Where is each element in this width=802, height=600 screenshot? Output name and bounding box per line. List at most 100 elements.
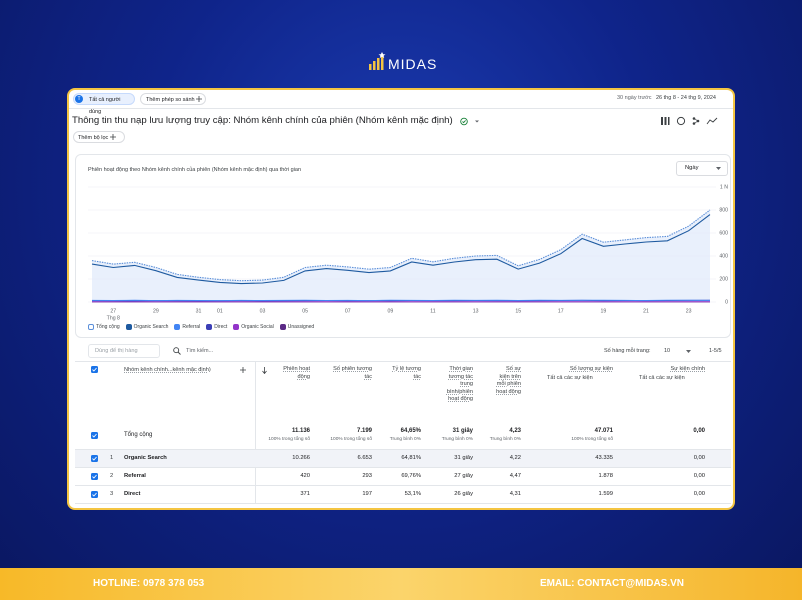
cell: 0,00 xyxy=(693,491,705,497)
date-range[interactable]: 26 thg 8 - 24 thg 9, 2024 xyxy=(656,95,716,101)
row-divider xyxy=(75,485,731,486)
chart: 0 200 400 600 800 1 N 27 29 31 01 03 05 07 09 11 13 15 17… xyxy=(88,184,728,321)
cell: 0,00 xyxy=(693,473,705,479)
compare: Thêm phép so sánh xyxy=(146,97,195,103)
check xyxy=(92,474,97,479)
date-preset[interactable]: 30 ngày trước xyxy=(617,95,652,101)
rows-input[interactable]: Dùng để thị hàng xyxy=(88,344,160,358)
x-tick-label: 11 xyxy=(430,308,435,314)
plus-icon xyxy=(240,367,246,373)
legend-item: Tổng cộng xyxy=(88,323,120,331)
audience: Tất cả người dùng xyxy=(89,97,121,115)
legend-label: Organic Social xyxy=(241,324,274,330)
x-tick-label: 07 xyxy=(345,308,351,314)
legend-item: Referral xyxy=(174,323,200,331)
toolbar-icons[interactable] xyxy=(660,116,720,126)
total-value: 31 giây xyxy=(452,428,473,434)
total-label: Tổng cộng xyxy=(124,432,153,438)
add-filter: Thêm bộ lọc xyxy=(78,135,109,141)
legend-label: Referral xyxy=(182,324,201,330)
cell: 0,00 xyxy=(693,455,705,461)
legend-swatch xyxy=(125,324,132,330)
row-divider xyxy=(75,449,731,450)
legend: Tổng cộng Organic Search Referral Direct Org… xyxy=(88,323,314,331)
checkbox[interactable] xyxy=(91,366,98,373)
cell: 26 giây xyxy=(454,491,473,497)
cell: 1.878 xyxy=(598,473,613,479)
legend-item: Organic Search xyxy=(125,323,169,331)
column-divider xyxy=(255,362,256,504)
y-tick-label: 1 N xyxy=(720,184,728,190)
legend-label: Organic Search xyxy=(133,324,169,330)
legend-swatch xyxy=(206,324,213,330)
cell: 64,81% xyxy=(401,455,421,461)
rows-placeholder: Dùng để thị hàng xyxy=(95,348,138,354)
granularity-select[interactable]: Ngày xyxy=(676,161,728,176)
legend-label: Tổng cộng xyxy=(96,324,120,330)
area xyxy=(92,210,710,302)
legend-label: Unassigned xyxy=(287,324,315,330)
rows-per-page[interactable]: 10 xyxy=(664,348,671,354)
x-tick-label: 13 xyxy=(473,308,479,314)
column-header: Tỷ lệ tương tác xyxy=(392,366,421,380)
row-index: 3 xyxy=(110,491,114,497)
y-tick-label: 200 xyxy=(719,276,728,282)
hotline: HOTLINE: 0978 378 053 xyxy=(93,578,205,589)
row-index: 1 xyxy=(110,455,114,461)
cell: 293 xyxy=(362,473,372,479)
checkbox[interactable] xyxy=(91,473,98,480)
filter-chip[interactable]: Thêm bộ lọc xyxy=(73,131,125,143)
checkbox[interactable] xyxy=(91,491,98,498)
column-header: Sự kiện chính xyxy=(670,366,705,372)
cell: 371 xyxy=(300,491,310,497)
series-line xyxy=(91,214,711,285)
column-header: Phiên hoạt động xyxy=(283,366,310,380)
x-tick-label: 31 xyxy=(196,308,202,314)
total-note: Trung bình 0% xyxy=(389,437,421,442)
row-divider xyxy=(75,467,731,468)
x-tick-label: 21 xyxy=(643,308,649,314)
divider xyxy=(75,361,731,362)
series-line xyxy=(91,209,711,282)
y-tick-label: 400 xyxy=(719,253,728,259)
total-value: 4,23 xyxy=(509,428,521,434)
total-value: 0,00 xyxy=(693,428,705,434)
total-value: 47.071 xyxy=(594,428,613,434)
plus-icon xyxy=(196,96,202,102)
checkbox[interactable] xyxy=(91,455,98,462)
caret xyxy=(686,350,691,353)
search[interactable]: Tìm kiếm... xyxy=(186,348,214,354)
logo-icon xyxy=(369,52,386,70)
check xyxy=(92,367,97,372)
column-header: Số phiên tương tác xyxy=(333,366,372,380)
total-value: 7.199 xyxy=(356,428,372,434)
rows-per-page-label: Số hàng mỗi trang: xyxy=(604,348,651,354)
check xyxy=(92,492,97,497)
cell: 31 giây xyxy=(454,455,473,461)
y-tick-label: 600 xyxy=(719,230,728,236)
x-tick-label: 27 xyxy=(110,308,116,314)
cell: 6.653 xyxy=(357,455,372,461)
row-highlight xyxy=(75,450,731,467)
total-note: Trung bình 0% xyxy=(489,437,521,442)
brand: MIDAS xyxy=(388,56,438,72)
sort-icon xyxy=(262,367,267,374)
row-name: Organic Search xyxy=(124,455,167,461)
x-tick-label: 03 xyxy=(260,308,266,314)
cell: 69,76% xyxy=(401,473,421,479)
legend-swatch xyxy=(279,324,286,330)
legend-swatch xyxy=(233,324,240,330)
cell: 4,47 xyxy=(509,473,521,479)
column-filter: Tất cả các sự kiện xyxy=(547,375,593,381)
total-value: 11.136 xyxy=(291,428,310,434)
cell: 43.335 xyxy=(595,455,613,461)
column-header: Số sự kiện trên mỗi phiên hoạt động xyxy=(496,366,521,395)
y-tick-label: 800 xyxy=(719,207,728,213)
audience-chip[interactable]: Tất cả người dùng xyxy=(73,93,135,115)
column-header: Số lượng sự kiện xyxy=(569,366,613,372)
checkbox[interactable] xyxy=(91,432,98,439)
compare-chip[interactable]: Thêm phép so sánh xyxy=(140,93,206,105)
plus-icon xyxy=(110,134,116,140)
total-note: 100% trong tổng số xyxy=(571,437,613,442)
cell: 197 xyxy=(362,491,372,497)
